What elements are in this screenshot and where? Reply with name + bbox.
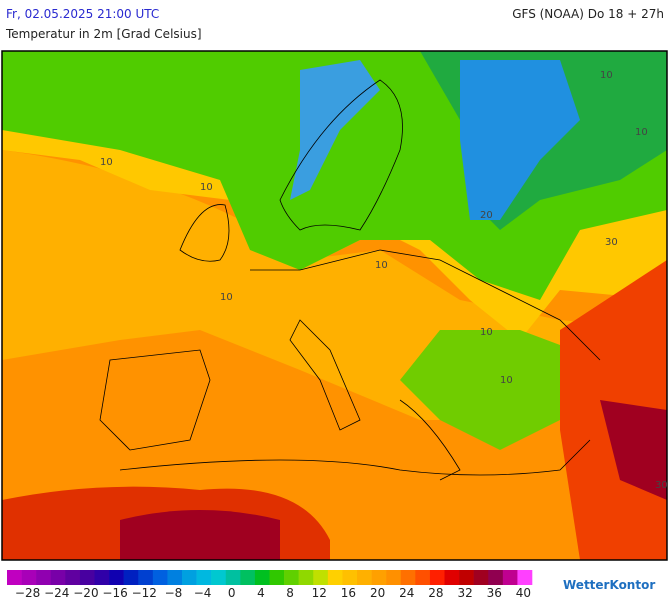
legend-label: 0 bbox=[228, 586, 236, 600]
legend-swatch bbox=[444, 570, 460, 585]
contour-label: 10 bbox=[635, 127, 648, 138]
legend-label: 4 bbox=[257, 586, 265, 600]
legend-label: 16 bbox=[341, 586, 356, 600]
legend-label: 8 bbox=[286, 586, 294, 600]
subtitle: Temperatur in 2m [Grad Celsius] bbox=[5, 27, 202, 41]
legend-label: 36 bbox=[487, 586, 502, 600]
legend-swatch bbox=[36, 570, 52, 585]
legend-swatch bbox=[182, 570, 197, 585]
legend-swatch bbox=[79, 570, 95, 585]
legend-swatch bbox=[284, 570, 299, 585]
legend-swatch bbox=[7, 570, 22, 585]
logo: WetterKontor bbox=[563, 578, 655, 592]
temp-zone bbox=[290, 60, 380, 200]
legend-swatch bbox=[152, 570, 168, 585]
legend-label: 32 bbox=[457, 586, 472, 600]
temp-zone bbox=[120, 510, 280, 560]
legend-swatch bbox=[502, 570, 518, 585]
temp-zone bbox=[400, 330, 600, 450]
legend-swatch bbox=[196, 570, 212, 585]
model-run: GFS (NOAA) Do 18 + 27h bbox=[512, 7, 664, 21]
legend-label: −8 bbox=[165, 586, 183, 600]
contour-label: 30 bbox=[655, 480, 668, 491]
coastlines bbox=[99, 79, 601, 481]
legend-swatch bbox=[517, 570, 533, 585]
contour-label: 30 bbox=[605, 237, 618, 248]
legend-swatch bbox=[415, 570, 431, 585]
legend-swatch bbox=[342, 570, 358, 585]
legend-swatch bbox=[269, 570, 285, 585]
legend-swatch bbox=[123, 570, 139, 585]
contour-label: 10 bbox=[375, 260, 388, 271]
legend-label: 40 bbox=[516, 586, 531, 600]
legend-swatch bbox=[298, 570, 314, 585]
legend-swatch bbox=[400, 570, 416, 585]
legend-swatch bbox=[65, 570, 81, 585]
legend-swatch bbox=[371, 570, 387, 585]
legend-swatch bbox=[21, 570, 37, 585]
legend-swatch bbox=[357, 570, 372, 585]
contour-labels: 10 10 10 10 10 10 10 10 20 30 30 bbox=[100, 70, 668, 491]
legend-swatch bbox=[240, 570, 256, 585]
legend-label: −16 bbox=[102, 586, 127, 600]
temp-zone bbox=[600, 400, 667, 500]
legend-swatch bbox=[211, 570, 227, 585]
legend-swatch bbox=[138, 570, 154, 585]
legend-label: −4 bbox=[194, 586, 212, 600]
legend-swatch bbox=[50, 570, 66, 585]
legend-label: 20 bbox=[370, 586, 385, 600]
legend-swatch bbox=[459, 570, 474, 585]
contour-label: 10 bbox=[480, 327, 493, 338]
contour-label: 10 bbox=[500, 375, 513, 386]
legend-swatch bbox=[473, 570, 489, 585]
contour-label: 10 bbox=[200, 182, 213, 193]
legend-label: 28 bbox=[428, 586, 443, 600]
legend-swatch bbox=[225, 570, 241, 585]
legend-swatch bbox=[254, 570, 270, 585]
legend-label: −12 bbox=[132, 586, 157, 600]
legend-swatch bbox=[109, 570, 124, 585]
legend-swatch bbox=[167, 570, 183, 585]
legend-swatch bbox=[488, 570, 504, 585]
contour-label: 10 bbox=[600, 70, 613, 81]
contour-label: 10 bbox=[220, 292, 233, 303]
title: Fr, 02.05.2025 21:00 UTC bbox=[6, 7, 159, 21]
legend-label: −28 bbox=[15, 586, 40, 600]
legend-label: −20 bbox=[73, 586, 98, 600]
contour-label: 20 bbox=[480, 210, 493, 221]
legend-swatch bbox=[429, 570, 445, 585]
legend-swatch bbox=[386, 570, 402, 585]
legend-swatch bbox=[313, 570, 329, 585]
temp-zone bbox=[460, 60, 580, 220]
legend-swatch bbox=[94, 570, 110, 585]
map bbox=[1, 50, 668, 561]
legend-label: 24 bbox=[399, 586, 414, 600]
map-frame bbox=[1, 50, 668, 561]
contour-label: 10 bbox=[100, 157, 113, 168]
legend-label: −24 bbox=[44, 586, 69, 600]
color-legend: −28 −24 −20 −16 −12 −8 −4 0 4 8 12 16 20 24 28 32 36 40 bbox=[7, 570, 533, 600]
legend-label: 12 bbox=[312, 586, 327, 600]
legend-swatch bbox=[327, 570, 343, 585]
